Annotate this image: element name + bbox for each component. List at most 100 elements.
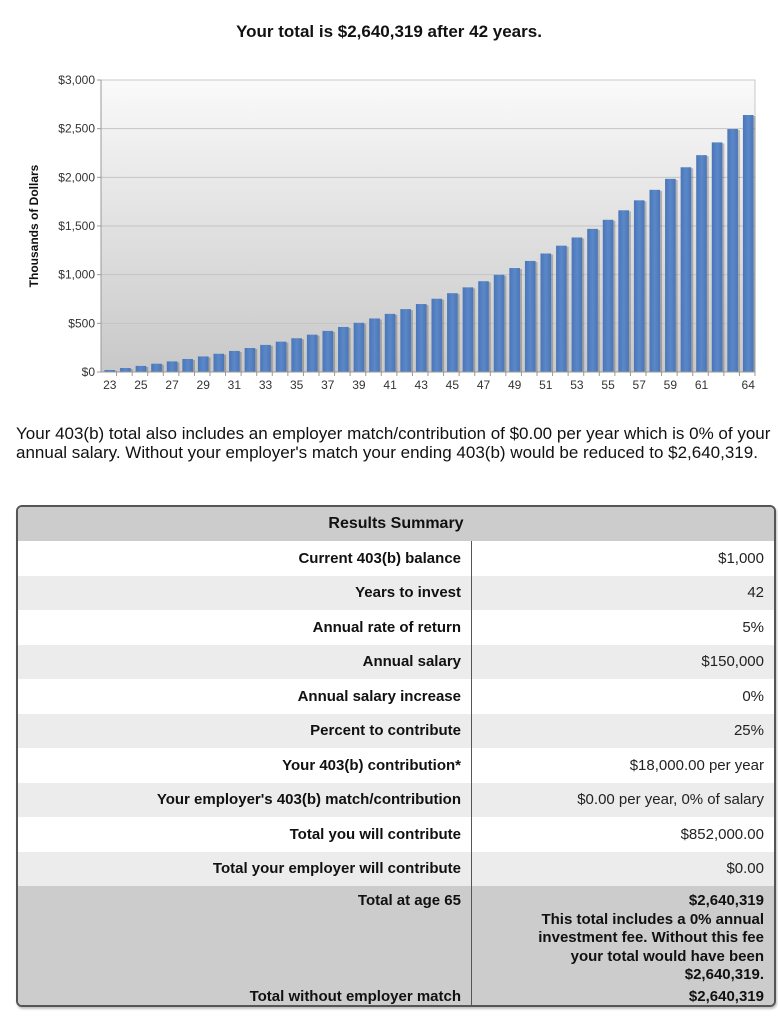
- row-value: $18,000.00 per year: [471, 748, 774, 783]
- total-label: Total at age 65: [18, 886, 472, 985]
- x-tick-label: 29: [197, 378, 211, 392]
- bar-age-57: [633, 200, 645, 372]
- bar-age-24: [120, 368, 131, 372]
- bar-age-62: [711, 142, 723, 372]
- row-label: Total you will contribute: [18, 817, 472, 852]
- bar-age-31: [229, 350, 240, 372]
- x-tick-label: 37: [321, 378, 335, 392]
- x-tick-label: 57: [633, 378, 647, 392]
- bar-age-34: [275, 341, 287, 372]
- bar-age-41: [384, 313, 396, 372]
- bar-age-38: [338, 326, 349, 372]
- row-value: 0%: [471, 679, 774, 714]
- x-tick-label: 59: [664, 378, 678, 392]
- bar-age-35: [291, 338, 302, 372]
- x-tick-label: 55: [601, 378, 615, 392]
- table-row: Annual rate of return 5%: [18, 610, 774, 645]
- bar-age-45: [447, 293, 458, 372]
- bar-age-60: [680, 167, 692, 372]
- bar-age-53: [571, 237, 583, 372]
- bar-age-56: [618, 210, 629, 372]
- bar-age-58: [649, 189, 661, 372]
- bar-age-47: [478, 281, 489, 372]
- row-label: Your employer's 403(b) match/contributio…: [18, 782, 472, 817]
- bar-age-63: [727, 129, 738, 372]
- page-title: Your total is $2,640,319 after 42 years.: [236, 22, 542, 41]
- row-label: Percent to contribute: [18, 713, 472, 748]
- row-value: 25%: [471, 713, 774, 748]
- bar-age-40: [369, 318, 380, 372]
- x-tick-label: 23: [103, 378, 117, 392]
- x-tick-label: 61: [695, 378, 709, 392]
- bar-age-25: [135, 365, 147, 372]
- y-tick-label: $1,000: [58, 268, 95, 282]
- y-tick-label: $2,000: [58, 170, 95, 184]
- table-row: Annual salary increase 0%: [18, 679, 774, 714]
- total-row: Total at age 65 $2,640,319 This total in…: [18, 886, 774, 985]
- bar-age-44: [431, 298, 443, 372]
- table-row: Percent to contribute 25%: [18, 713, 774, 748]
- bar-age-26: [151, 363, 162, 372]
- row-label: Your 403(b) contribution*: [18, 748, 472, 783]
- without-match-label: Total without employer match: [18, 984, 472, 1005]
- y-axis-label: Thousands of Dollars: [27, 164, 41, 287]
- employer-match-description: Your 403(b) total also includes an emplo…: [16, 424, 771, 462]
- table-row: Years to invest 42: [18, 575, 774, 610]
- bar-age-30: [213, 353, 225, 372]
- y-tick-label: $3,000: [58, 73, 95, 87]
- bar-age-28: [182, 358, 193, 372]
- x-tick-label: 45: [446, 378, 460, 392]
- x-tick-label: 64: [742, 378, 756, 392]
- results-summary: Results Summary Current 403(b) balance $…: [16, 505, 776, 1007]
- row-value: $1,000: [471, 541, 774, 576]
- bar-age-64: [742, 115, 754, 372]
- y-tick-label: $1,500: [58, 219, 95, 233]
- table-row: Annual salary $150,000: [18, 644, 774, 679]
- x-tick-label: 41: [383, 378, 397, 392]
- y-tick-label: $0: [82, 365, 96, 379]
- row-value: $0.00 per year, 0% of salary: [471, 782, 774, 817]
- row-value: 42: [471, 575, 774, 610]
- table-row: Total your employer will contribute $0.0…: [18, 851, 774, 886]
- without-match-value: $2,640,319: [471, 984, 774, 1005]
- bar-age-37: [322, 330, 334, 372]
- row-label: Current 403(b) balance: [18, 541, 472, 576]
- bar-age-48: [493, 274, 505, 372]
- bar-age-23: [104, 370, 116, 372]
- table-row: Total you will contribute $852,000.00: [18, 817, 774, 852]
- without-match-row: Total without employer match $2,640,319: [18, 984, 774, 1005]
- bar-age-55: [602, 219, 614, 372]
- investment-fee-note: This total includes a 0% annual investme…: [538, 910, 764, 984]
- bar-age-51: [540, 253, 552, 372]
- results-summary-table: Results Summary Current 403(b) balance $…: [18, 507, 774, 1005]
- y-tick-label: $500: [68, 316, 95, 330]
- growth-bar-chart: $0 $500 $1,000 $1,500 $2,000 $2,500 $3,000 23 2…: [27, 73, 756, 392]
- x-tick-label: 27: [165, 378, 179, 392]
- x-tick-label: 25: [134, 378, 148, 392]
- x-tick-label: 35: [290, 378, 304, 392]
- x-tick-label: 53: [570, 378, 584, 392]
- bar-age-42: [400, 309, 411, 372]
- table-row: Your 403(b) contribution* $18,000.00 per…: [18, 748, 774, 783]
- row-label: Total your employer will contribute: [18, 851, 472, 886]
- bar-age-39: [353, 322, 365, 372]
- x-tick-label: 49: [508, 378, 522, 392]
- x-tick-label: 31: [228, 378, 242, 392]
- bar-age-29: [197, 356, 209, 372]
- x-tick-label: 47: [477, 378, 491, 392]
- row-value: 5%: [471, 610, 774, 645]
- total-value: $2,640,319: [688, 892, 764, 909]
- table-row: Current 403(b) balance $1,000: [18, 541, 774, 576]
- results-summary-title: Results Summary: [18, 507, 774, 541]
- x-tick-label: 51: [539, 378, 553, 392]
- bar-age-49: [509, 268, 520, 372]
- bar-age-61: [696, 155, 707, 372]
- x-tick-label: 43: [415, 378, 429, 392]
- row-label: Annual rate of return: [18, 610, 472, 645]
- row-label: Annual salary: [18, 644, 472, 679]
- row-label: Annual salary increase: [18, 679, 472, 714]
- total-value-cell: $2,640,319 This total includes a 0% annu…: [471, 886, 774, 985]
- bar-age-54: [587, 228, 598, 372]
- table-row: Your employer's 403(b) match/contributio…: [18, 782, 774, 817]
- bar-age-46: [462, 287, 474, 372]
